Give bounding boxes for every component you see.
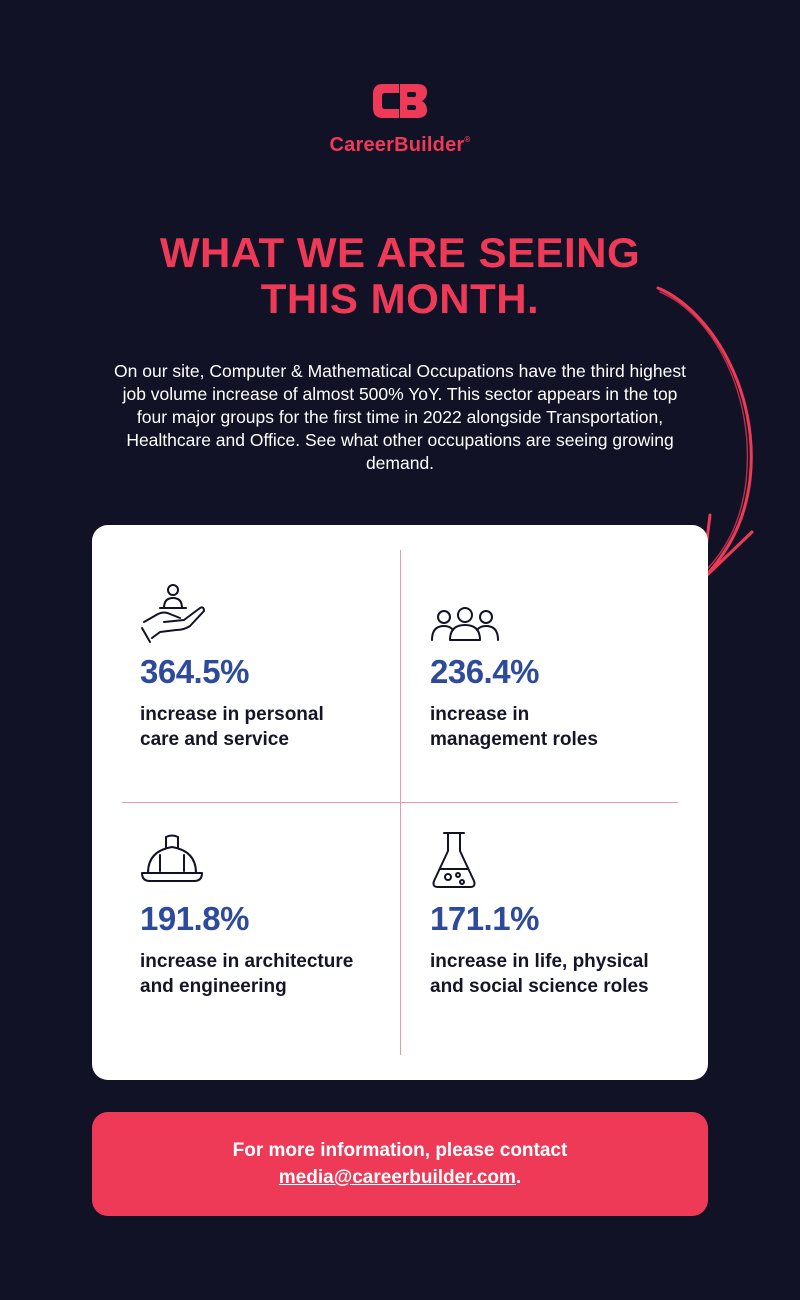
- contact-suffix: .: [515, 1167, 522, 1188]
- stat-description: increase in architecture and engineering: [140, 951, 354, 997]
- stat-personal-care: 364.5% increase in personal care and serv…: [140, 580, 390, 752]
- page-title: WHAT WE ARE SEEING THIS MONTH.: [0, 230, 800, 322]
- stat-science: 171.1% increase in life, physical and soc…: [430, 827, 680, 999]
- hand-person-icon: [141, 584, 205, 643]
- stat-description: increase in personal care and service: [140, 704, 324, 750]
- contact-prefix: For more information, please contact: [232, 1140, 568, 1161]
- brand-logo: CareerBuilder®: [0, 80, 800, 157]
- contact-email-link[interactable]: media@careerbuilder.com: [278, 1167, 516, 1188]
- stat-management: 236.4% increase in management roles: [430, 580, 680, 752]
- stat-value: 191.8%: [140, 900, 249, 937]
- careerbuilder-logo-icon: [373, 84, 427, 118]
- contact-banner: For more information, please contact med…: [92, 1112, 708, 1216]
- stat-description: increase in life, physical and social sci…: [430, 951, 649, 997]
- stat-architecture: 191.8% increase in architecture and engin…: [140, 827, 390, 999]
- stat-value: 171.1%: [430, 900, 539, 937]
- title-line-2: THIS MONTH.: [260, 275, 540, 322]
- stat-description: increase in management roles: [430, 704, 598, 750]
- title-line-1: WHAT WE ARE SEEING: [159, 229, 641, 276]
- flask-icon: [432, 832, 476, 888]
- intro-paragraph: On our site, Computer & Mathematical Occ…: [114, 361, 686, 473]
- brand-wordmark: CareerBuilder®: [329, 134, 471, 156]
- hard-hat-icon: [141, 834, 203, 882]
- stat-value: 364.5%: [140, 653, 249, 690]
- horizontal-divider: [122, 802, 678, 803]
- group-icon: [431, 607, 499, 641]
- stats-card: 364.5% increase in personal care and serv…: [92, 525, 708, 1080]
- stat-value: 236.4%: [430, 653, 539, 690]
